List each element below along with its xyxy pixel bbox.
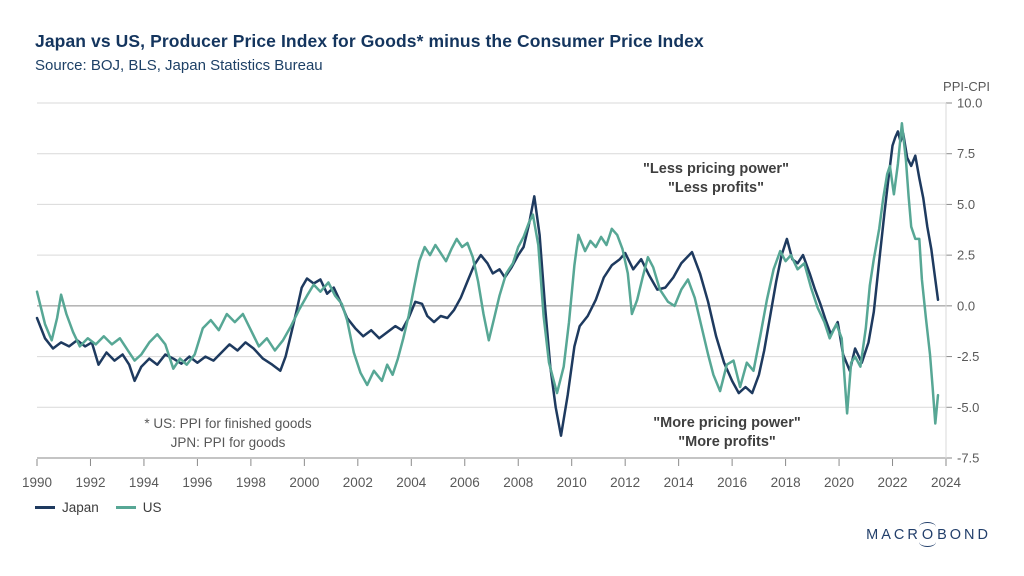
annotation-less-pricing-power: "Less pricing power" "Less profits"	[643, 160, 789, 198]
annotation-line: "Less profits"	[668, 180, 764, 196]
annotation-more-pricing-power: "More pricing power" "More profits"	[653, 414, 801, 452]
x-tick-label: 2008	[503, 475, 533, 490]
x-tick-label: 1994	[129, 475, 160, 490]
legend-label: Japan	[62, 500, 99, 515]
us-line-swatch	[115, 506, 136, 509]
x-tick-label: 2016	[717, 475, 747, 490]
legend-label: US	[142, 500, 162, 515]
legend-item-japan: Japan	[35, 500, 99, 515]
y-tick-label: 5.0	[957, 197, 975, 212]
y-tick-label: 0.0	[957, 298, 975, 313]
x-tick-label: 2022	[878, 475, 908, 490]
legend-item-us: US	[115, 500, 162, 515]
x-tick-label: 2006	[450, 475, 480, 490]
logo-text: BOND	[937, 527, 991, 543]
x-tick-label: 2024	[931, 475, 962, 490]
y-tick-label: 2.5	[957, 248, 975, 263]
y-tick-label: 7.5	[957, 146, 975, 161]
annotation-line: "More profits"	[678, 434, 776, 450]
chart-source: Source: BOJ, BLS, Japan Statistics Burea…	[35, 57, 323, 74]
macrobond-logo: MACR O BOND	[866, 522, 991, 547]
x-tick-label: 2018	[771, 475, 801, 490]
x-tick-label: 2004	[396, 475, 427, 490]
x-tick-label: 2000	[289, 475, 319, 490]
japan-line-swatch	[35, 506, 55, 509]
x-tick-label: 2020	[824, 475, 854, 490]
y-tick-label: -7.5	[957, 451, 979, 466]
footnote-line: * US: PPI for finished goods	[144, 416, 312, 431]
logo-o-icon: O	[918, 522, 937, 547]
us-series-line	[35, 122, 940, 425]
chart-title: Japan vs US, Producer Price Index for Go…	[35, 31, 704, 51]
y-tick-label: -2.5	[957, 349, 979, 364]
x-tick-label: 2010	[557, 475, 587, 490]
x-tick-label: 2002	[343, 475, 373, 490]
x-tick-label: 2014	[664, 475, 695, 490]
x-tick-label: 1990	[22, 475, 52, 490]
logo-text: MACR	[866, 527, 921, 543]
japan-series-line	[35, 130, 940, 437]
x-tick-label: 2012	[610, 475, 640, 490]
footnote-line: JPN: PPI for goods	[170, 435, 286, 450]
y-axis-unit-label: PPI-CPI	[943, 79, 990, 94]
annotation-line: "More pricing power"	[653, 415, 801, 431]
y-tick-label: 10.0	[957, 96, 982, 111]
chart-footnote: * US: PPI for finished goods JPN: PPI fo…	[144, 414, 311, 452]
legend: Japan US	[35, 500, 162, 515]
x-tick-label: 1996	[182, 475, 212, 490]
annotation-line: "Less pricing power"	[643, 161, 789, 177]
y-tick-label: -5.0	[957, 400, 979, 415]
x-tick-label: 1998	[236, 475, 266, 490]
x-tick-label: 1992	[75, 475, 105, 490]
